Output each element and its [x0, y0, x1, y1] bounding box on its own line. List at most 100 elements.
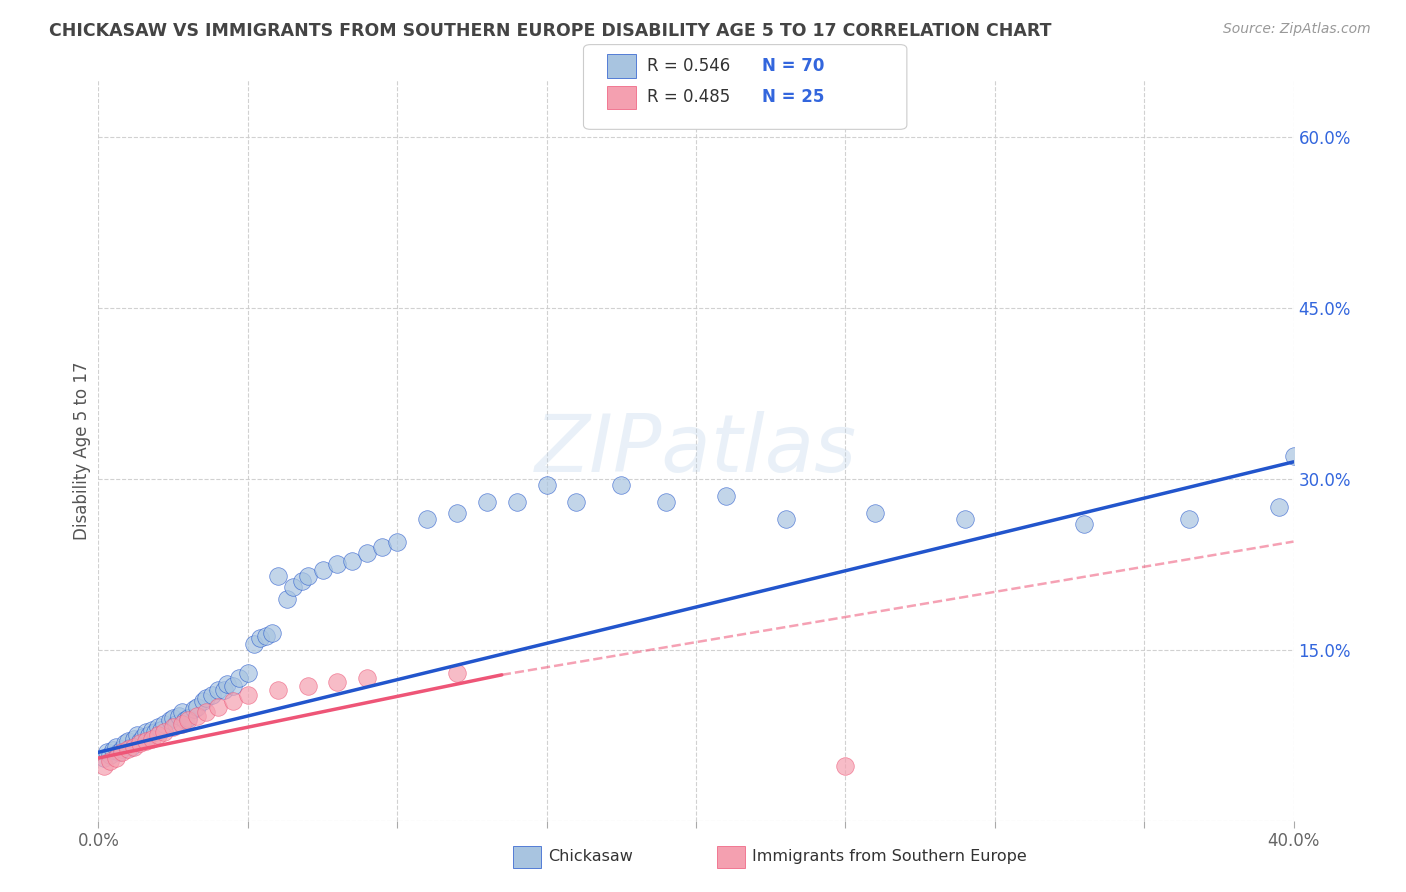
Point — [1073, 517, 1095, 532]
Point — [141, 723, 163, 737]
Point — [105, 751, 128, 765]
Point — [162, 720, 184, 734]
Point — [167, 709, 190, 723]
Point — [177, 714, 200, 728]
Text: ZIPatlas: ZIPatlas — [534, 411, 858, 490]
Text: N = 70: N = 70 — [762, 57, 824, 75]
Text: CHICKASAW VS IMMIGRANTS FROM SOUTHERN EUROPE DISABILITY AGE 5 TO 17 CORRELATION : CHICKASAW VS IMMIGRANTS FROM SOUTHERN EU… — [49, 22, 1052, 40]
Point — [212, 682, 235, 697]
Point — [132, 731, 155, 745]
Point — [172, 706, 194, 720]
Text: Source: ZipAtlas.com: Source: ZipAtlas.com — [1223, 22, 1371, 37]
Point — [953, 512, 976, 526]
Point — [127, 728, 149, 742]
Point — [138, 728, 160, 742]
Text: Immigrants from Southern Europe: Immigrants from Southern Europe — [752, 849, 1026, 864]
Point — [186, 709, 208, 723]
Point — [446, 665, 468, 680]
Point — [222, 679, 245, 693]
Point — [141, 731, 163, 746]
Point — [186, 699, 208, 714]
Point — [356, 546, 378, 560]
Point — [342, 554, 364, 568]
Point — [565, 494, 588, 508]
Point — [865, 506, 887, 520]
Point — [98, 747, 122, 762]
Point — [96, 745, 118, 759]
Point — [148, 720, 170, 734]
Point — [475, 494, 498, 508]
Point — [111, 742, 134, 756]
Point — [1267, 500, 1289, 515]
Text: Chickasaw: Chickasaw — [548, 849, 633, 864]
Point — [243, 637, 266, 651]
Point — [177, 711, 200, 725]
Point — [148, 728, 170, 742]
Point — [775, 512, 797, 526]
Point — [222, 694, 245, 708]
Point — [124, 731, 146, 746]
Point — [215, 677, 238, 691]
Text: N = 25: N = 25 — [762, 88, 824, 106]
Point — [153, 716, 176, 731]
Text: R = 0.485: R = 0.485 — [647, 88, 730, 106]
Point — [98, 755, 122, 769]
Point — [114, 736, 136, 750]
Point — [297, 679, 319, 693]
Point — [191, 694, 214, 708]
Point — [506, 494, 529, 508]
Point — [117, 734, 139, 748]
Point — [236, 665, 259, 680]
Point — [150, 723, 173, 737]
Point — [260, 625, 283, 640]
Text: R = 0.546: R = 0.546 — [647, 57, 730, 75]
Point — [111, 745, 134, 759]
Point — [105, 739, 128, 754]
Point — [135, 734, 157, 748]
Point — [195, 690, 218, 705]
Point — [153, 724, 176, 739]
Point — [236, 689, 259, 703]
Point — [446, 506, 468, 520]
Point — [143, 724, 166, 739]
Point — [291, 574, 314, 589]
Point — [162, 711, 184, 725]
Point — [93, 751, 115, 765]
Point — [228, 671, 250, 685]
Point — [254, 629, 277, 643]
Y-axis label: Disability Age 5 to 17: Disability Age 5 to 17 — [73, 361, 91, 540]
Point — [356, 671, 378, 685]
Point — [834, 759, 856, 773]
Point — [326, 674, 349, 689]
Point — [610, 477, 633, 491]
Point — [174, 714, 197, 728]
Point — [311, 563, 333, 577]
Point — [281, 580, 304, 594]
Point — [108, 745, 131, 759]
Point — [276, 591, 298, 606]
Point — [1282, 449, 1305, 463]
Point — [371, 541, 394, 555]
Point — [129, 736, 152, 750]
Point — [93, 759, 115, 773]
Point — [385, 534, 409, 549]
Point — [416, 512, 439, 526]
Point — [117, 742, 139, 756]
Point — [165, 716, 187, 731]
Point — [207, 699, 229, 714]
Point — [249, 632, 271, 646]
Point — [195, 706, 218, 720]
Point — [120, 739, 142, 754]
Point — [207, 682, 229, 697]
Point — [1178, 512, 1201, 526]
Point — [267, 682, 290, 697]
Point — [135, 724, 157, 739]
Point — [267, 568, 290, 582]
Point — [172, 716, 194, 731]
Point — [159, 714, 181, 728]
Point — [124, 739, 146, 754]
Point — [536, 477, 558, 491]
Point — [297, 568, 319, 582]
Point — [326, 558, 349, 572]
Point — [201, 689, 224, 703]
